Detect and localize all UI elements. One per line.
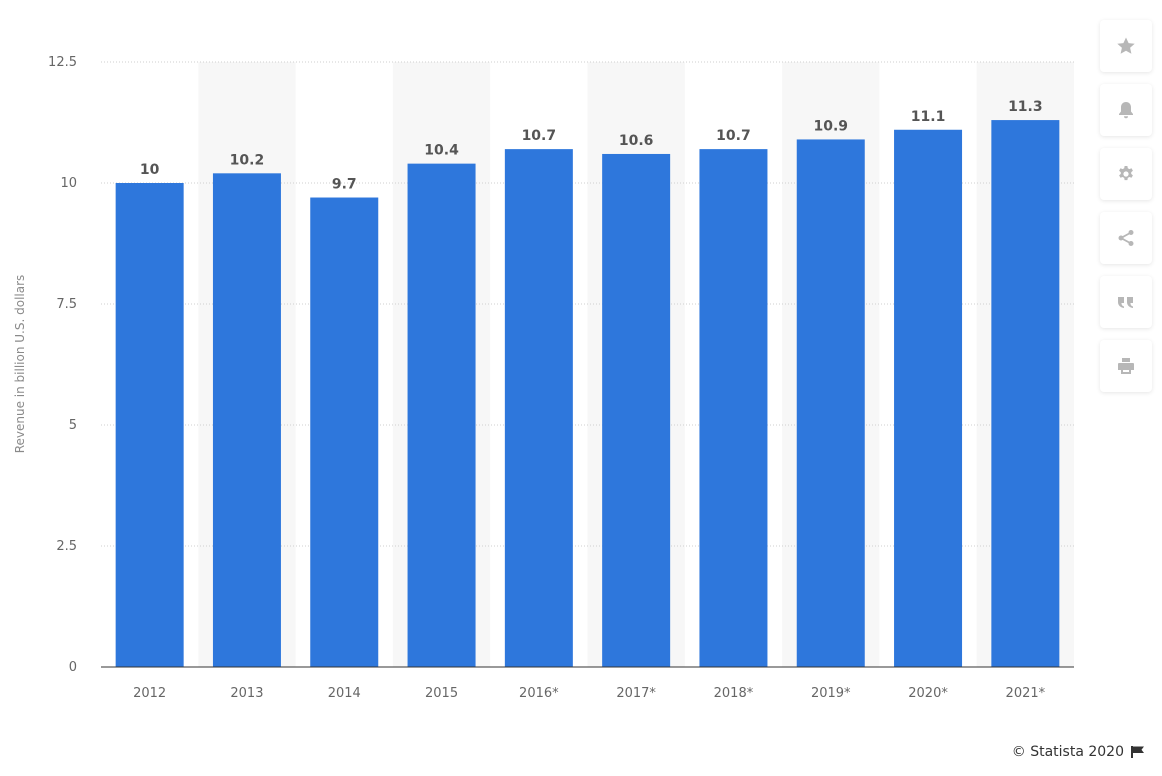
flag-icon[interactable] xyxy=(1130,745,1146,759)
x-tick-label: 2021* xyxy=(1006,686,1046,701)
x-tick-label: 2018* xyxy=(714,686,754,701)
share-icon xyxy=(1118,230,1134,246)
y-tick-label: 7.5 xyxy=(56,297,77,312)
y-tick-label: 2.5 xyxy=(56,539,77,554)
x-tick-label: 2019* xyxy=(811,686,851,701)
print-icon xyxy=(1118,358,1134,374)
data-label: 10.7 xyxy=(522,128,557,144)
x-tick-label: 2012 xyxy=(133,686,166,701)
quote-icon xyxy=(1118,297,1133,308)
bar[interactable] xyxy=(310,197,379,667)
bar[interactable] xyxy=(407,163,476,667)
data-label: 10.4 xyxy=(424,143,459,159)
bar[interactable] xyxy=(115,183,184,667)
data-label: 11.1 xyxy=(911,109,946,125)
bar[interactable] xyxy=(212,173,281,667)
x-tick-label: 2016* xyxy=(519,686,559,701)
data-label: 10 xyxy=(140,162,160,178)
statista-credit-link[interactable]: © Statista 2020 xyxy=(1011,744,1124,760)
y-tick-label: 0 xyxy=(69,660,77,675)
y-axis-title: Revenue in billion U.S. dollars xyxy=(13,275,27,454)
gear-icon xyxy=(1119,166,1133,181)
bar[interactable] xyxy=(894,129,963,667)
favorite-button[interactable] xyxy=(1100,20,1152,72)
x-tick-label: 2020* xyxy=(908,686,948,701)
bar[interactable] xyxy=(699,149,768,667)
bar[interactable] xyxy=(991,120,1060,667)
bar[interactable] xyxy=(602,153,671,667)
y-tick-label: 10 xyxy=(60,176,77,191)
data-label: 10.9 xyxy=(813,118,848,134)
share-button[interactable] xyxy=(1100,212,1152,264)
data-label: 11.3 xyxy=(1008,99,1043,115)
notification-button[interactable] xyxy=(1100,84,1152,136)
y-tick-label: 12.5 xyxy=(48,55,77,70)
print-button[interactable] xyxy=(1100,340,1152,392)
data-label: 9.7 xyxy=(332,177,357,193)
x-tick-label: 2017* xyxy=(616,686,656,701)
footer-credit: © Statista 2020 xyxy=(1012,744,1146,760)
cite-button[interactable] xyxy=(1100,276,1152,328)
star-icon xyxy=(1117,37,1135,54)
x-tick-label: 2015 xyxy=(425,686,458,701)
bar[interactable] xyxy=(796,139,865,667)
bar-chart: 0 2.5 5 7.5 10 12.5 10 10.2 9.7 10.4 10.7 10.6 10.7… xyxy=(13,55,1074,701)
bar[interactable] xyxy=(504,149,573,667)
x-tick-label: 2013 xyxy=(230,686,263,701)
data-label: 10.7 xyxy=(716,128,751,144)
data-label: 10.6 xyxy=(619,133,654,149)
data-label: 10.2 xyxy=(230,152,265,168)
chart-toolbar xyxy=(1100,20,1152,404)
x-tick-label: 2014 xyxy=(328,686,361,701)
y-tick-label: 5 xyxy=(69,418,77,433)
bell-icon xyxy=(1119,102,1133,119)
settings-button[interactable] xyxy=(1100,148,1152,200)
